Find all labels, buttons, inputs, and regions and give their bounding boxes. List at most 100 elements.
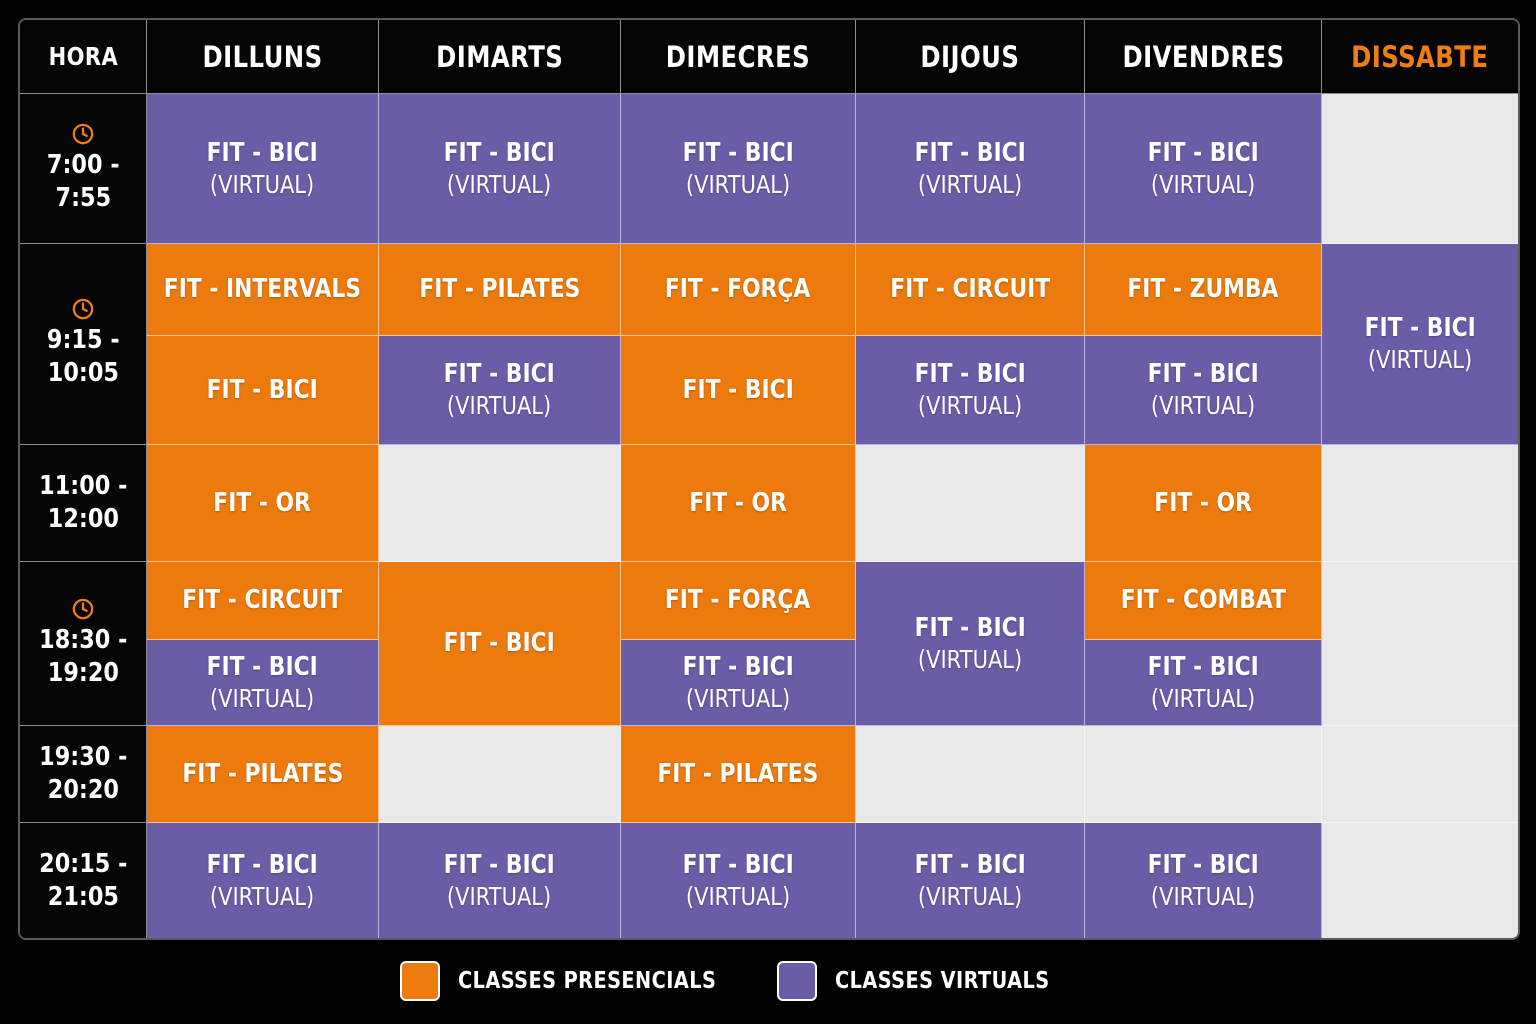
class-virtual-tag: (VIRTUAL) xyxy=(447,881,552,911)
class-dilluns-1830-b[interactable]: FIT - BICI (VIRTUAL) xyxy=(147,640,379,726)
class-name: FIT - INTERVALS xyxy=(163,274,362,304)
legend-swatch-presencial xyxy=(400,961,440,1001)
header-day-dimecres: DIMECRES xyxy=(621,20,856,94)
class-divendres-0915-b[interactable]: FIT - BICI (VIRTUAL) xyxy=(1085,336,1322,445)
class-dimarts-2015[interactable]: FIT - BICI (VIRTUAL) xyxy=(379,823,621,938)
time-slot-3: 11:00 - 12:00 xyxy=(20,445,147,562)
class-virtual-tag: (VIRTUAL) xyxy=(917,391,1023,420)
class-name: FIT - BICI xyxy=(1147,137,1259,168)
empty-slot xyxy=(1322,562,1518,726)
class-name: FIT - OR xyxy=(1154,487,1252,518)
empty-slot xyxy=(1085,726,1322,823)
day-label: DIJOUS xyxy=(920,39,1020,74)
time-end: 7:55 xyxy=(55,182,111,213)
legend-label: CLASSES VIRTUALS xyxy=(835,968,1050,994)
time-slot-1: 7:00 - 7:55 xyxy=(20,94,147,244)
clock-icon xyxy=(72,598,94,619)
class-name: FIT - FORÇA xyxy=(665,274,811,304)
class-divendres-0700[interactable]: FIT - BICI (VIRTUAL) xyxy=(1085,94,1322,244)
class-dilluns-1830-a[interactable]: FIT - CIRCUIT xyxy=(147,562,379,640)
class-dimecres-0915-b[interactable]: FIT - BICI xyxy=(621,336,856,445)
class-virtual-tag: (VIRTUAL) xyxy=(1367,345,1473,374)
day-label: DILLUNS xyxy=(202,39,323,74)
class-virtual-tag: (VIRTUAL) xyxy=(917,644,1023,674)
class-dimecres-2015[interactable]: FIT - BICI (VIRTUAL) xyxy=(621,823,856,938)
header-day-dilluns: DILLUNS xyxy=(147,20,379,94)
class-name: FIT - BICI xyxy=(682,651,794,682)
empty-slot xyxy=(856,445,1085,562)
class-dimecres-1100[interactable]: FIT - OR xyxy=(621,445,856,562)
empty-slot xyxy=(379,726,621,823)
class-name: FIT - OR xyxy=(689,487,787,518)
class-virtual-tag: (VIRTUAL) xyxy=(1150,391,1256,420)
header-day-dissabte: DISSABTE xyxy=(1322,20,1518,94)
class-name: FIT - COMBAT xyxy=(1120,585,1286,615)
class-dimarts-1830[interactable]: FIT - BICI xyxy=(379,562,621,726)
class-virtual-tag: (VIRTUAL) xyxy=(685,169,791,199)
class-virtual-tag: (VIRTUAL) xyxy=(917,881,1023,911)
legend-item-virtuals: CLASSES VIRTUALS xyxy=(777,960,1090,1002)
class-dilluns-0915-b[interactable]: FIT - BICI xyxy=(147,336,379,445)
class-dissabte-0915[interactable]: FIT - BICI (VIRTUAL) xyxy=(1322,244,1518,445)
day-label: DIMARTS xyxy=(435,39,564,74)
empty-slot xyxy=(1322,94,1518,244)
class-dilluns-0700[interactable]: FIT - BICI (VIRTUAL) xyxy=(147,94,379,244)
time-end: 20:20 xyxy=(47,775,119,805)
time-start: 19:30 - xyxy=(38,742,128,772)
time-start: 20:15 - xyxy=(38,848,128,879)
timetable: HORA DILLUNS DIMARTS DIMECRES DIJOUS DIV… xyxy=(18,18,1520,940)
class-divendres-1100[interactable]: FIT - OR xyxy=(1085,445,1322,562)
legend-swatch-virtual xyxy=(777,961,817,1001)
class-name: FIT - BICI xyxy=(682,374,794,405)
class-virtual-tag: (VIRTUAL) xyxy=(447,169,552,199)
class-name: FIT - BICI xyxy=(1147,359,1259,389)
class-dijous-0700[interactable]: FIT - BICI (VIRTUAL) xyxy=(856,94,1085,244)
time-start: 11:00 - xyxy=(38,471,128,501)
time-start: 18:30 - xyxy=(38,624,128,655)
class-virtual-tag: (VIRTUAL) xyxy=(210,881,315,911)
class-divendres-1830-a[interactable]: FIT - COMBAT xyxy=(1085,562,1322,640)
empty-slot xyxy=(1322,445,1518,562)
legend: CLASSES PRESENCIALS CLASSES VIRTUALS xyxy=(0,960,1536,1004)
class-dimecres-0700[interactable]: FIT - BICI (VIRTUAL) xyxy=(621,94,856,244)
class-name: FIT - BICI xyxy=(1147,651,1259,682)
class-name: FIT - BICI xyxy=(206,651,319,682)
time-slot-5: 19:30 - 20:20 xyxy=(20,726,147,823)
class-dilluns-1930[interactable]: FIT - PILATES xyxy=(147,726,379,823)
class-dilluns-0915-a[interactable]: FIT - INTERVALS xyxy=(147,244,379,336)
class-dijous-0915-b[interactable]: FIT - BICI (VIRTUAL) xyxy=(856,336,1085,445)
header-hora-label: HORA xyxy=(48,42,118,71)
class-virtual-tag: (VIRTUAL) xyxy=(210,683,315,713)
class-dimecres-1830-a[interactable]: FIT - FORÇA xyxy=(621,562,856,640)
legend-label: CLASSES PRESENCIALS xyxy=(458,968,717,994)
empty-slot xyxy=(1322,726,1518,823)
class-dijous-0915-a[interactable]: FIT - CIRCUIT xyxy=(856,244,1085,336)
class-dimecres-1830-b[interactable]: FIT - BICI (VIRTUAL) xyxy=(621,640,856,726)
class-virtual-tag: (VIRTUAL) xyxy=(685,881,791,911)
time-end: 21:05 xyxy=(47,881,119,912)
class-dilluns-2015[interactable]: FIT - BICI (VIRTUAL) xyxy=(147,823,379,938)
class-dimecres-1930[interactable]: FIT - PILATES xyxy=(621,726,856,823)
class-dilluns-1100[interactable]: FIT - OR xyxy=(147,445,379,562)
class-dimarts-0915-b[interactable]: FIT - BICI (VIRTUAL) xyxy=(379,336,621,445)
time-end: 10:05 xyxy=(47,358,119,388)
class-divendres-1830-b[interactable]: FIT - BICI (VIRTUAL) xyxy=(1085,640,1322,726)
class-name: FIT - BICI xyxy=(682,137,794,168)
class-dimarts-0915-a[interactable]: FIT - PILATES xyxy=(379,244,621,336)
time-end: 19:20 xyxy=(47,657,119,688)
class-dimecres-0915-a[interactable]: FIT - FORÇA xyxy=(621,244,856,336)
header-hora: HORA xyxy=(20,20,147,94)
class-name: FIT - CIRCUIT xyxy=(182,585,343,615)
class-virtual-tag: (VIRTUAL) xyxy=(1150,169,1256,199)
class-dimarts-0700[interactable]: FIT - BICI (VIRTUAL) xyxy=(379,94,621,244)
clock-icon xyxy=(72,123,94,144)
class-dijous-1830[interactable]: FIT - BICI (VIRTUAL) xyxy=(856,562,1085,726)
class-divendres-2015[interactable]: FIT - BICI (VIRTUAL) xyxy=(1085,823,1322,938)
class-name: FIT - BICI xyxy=(206,849,319,880)
clock-icon xyxy=(72,298,94,320)
class-name: FIT - BICI xyxy=(443,849,556,880)
class-dijous-2015[interactable]: FIT - BICI (VIRTUAL) xyxy=(856,823,1085,938)
class-name: FIT - PILATES xyxy=(418,274,581,304)
class-divendres-0915-a[interactable]: FIT - ZUMBA xyxy=(1085,244,1322,336)
class-name: FIT - BICI xyxy=(206,374,319,405)
